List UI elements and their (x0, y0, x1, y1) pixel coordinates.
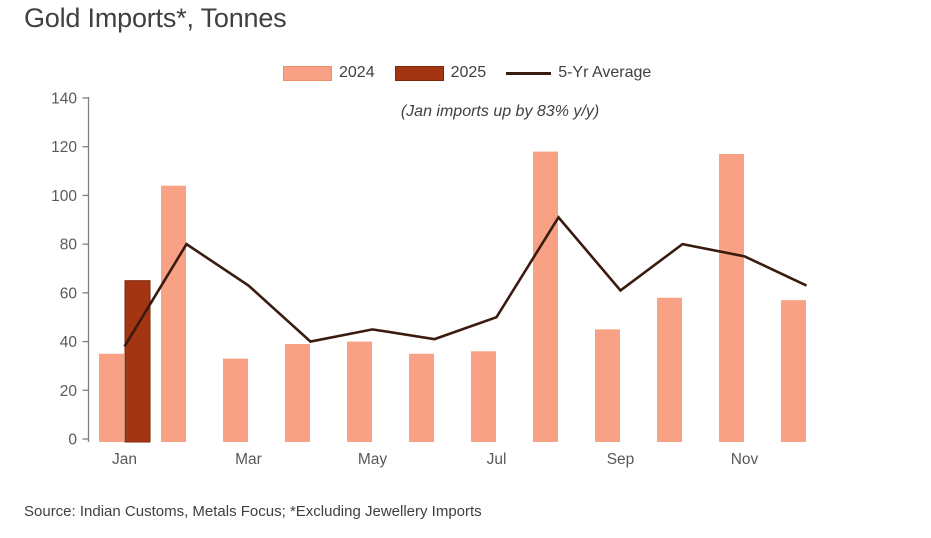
legend-swatch-2024 (283, 65, 332, 81)
chart-annotation: (Jan imports up by 83% y/y) (400, 103, 600, 120)
legend-label-5yr-average: 5-Yr Average (558, 64, 652, 81)
legend-item-2025: 2025 (394, 64, 487, 82)
y-tick-label: 60 (60, 285, 78, 302)
bar-2024-jan (99, 353, 124, 442)
bar-2024-may (347, 341, 372, 442)
legend-item-5yr-average: 5-Yr Average (506, 64, 651, 82)
bar-2024-jul (471, 351, 496, 442)
chart-title: Gold Imports*, Tonnes (24, 3, 287, 33)
y-tick-label: 80 (60, 237, 78, 254)
legend-label-2025: 2025 (450, 64, 487, 81)
y-tick-label: 120 (51, 139, 77, 156)
y-tick-label: 140 (51, 91, 77, 108)
bar-2024-feb (161, 185, 186, 442)
y-tick-label: 20 (60, 383, 78, 400)
x-tick-label-mar: Mar (235, 451, 262, 468)
y-tick-label: 40 (60, 334, 78, 351)
bar-2024-mar (223, 358, 248, 442)
bar-2025-jan (124, 280, 151, 443)
x-tick-label-jul: Jul (487, 451, 507, 468)
legend: 2024 2025 5-Yr Average (283, 64, 651, 82)
legend-swatch-2025 (394, 65, 444, 81)
bar-2024-nov (719, 154, 744, 442)
bar-2024-dec (781, 300, 806, 442)
x-tick-label-sep: Sep (607, 451, 635, 468)
bar-2024-oct (657, 297, 682, 442)
legend-label-2024: 2024 (339, 64, 375, 81)
bar-2024-jun (409, 353, 434, 442)
bar-2024-sep (595, 329, 620, 442)
five-yr-average-line (123, 215, 808, 348)
y-tick-label: 0 (68, 432, 77, 449)
y-tick-label: 100 (51, 188, 77, 205)
bar-2024-aug (533, 151, 558, 443)
bar-2024-apr (285, 344, 310, 442)
legend-item-2024: 2024 (283, 64, 375, 82)
x-tick-label-may: May (358, 451, 388, 468)
x-tick-label-nov: Nov (731, 451, 759, 468)
x-tick-label-jan: Jan (112, 451, 137, 468)
legend-swatch-5yr-average-line (506, 71, 552, 75)
source-note: Source: Indian Customs, Metals Focus; *E… (24, 503, 482, 520)
